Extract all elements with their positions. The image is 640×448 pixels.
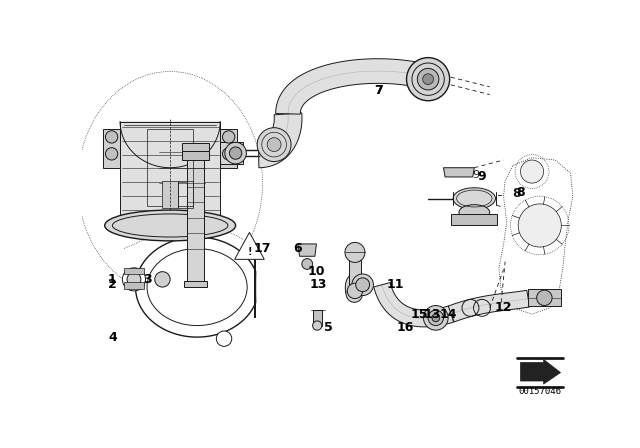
Circle shape [106,148,118,160]
Circle shape [230,147,242,159]
Text: 00157046: 00157046 [518,387,561,396]
Bar [124,268,144,274]
Text: 6: 6 [293,242,301,255]
Text: 4: 4 [108,331,116,344]
Circle shape [155,271,170,287]
Polygon shape [120,121,220,168]
Circle shape [216,331,232,346]
Bar [182,143,209,152]
Bar [182,151,209,160]
Text: 8: 8 [513,187,521,200]
Circle shape [225,142,246,164]
Bar [220,129,237,168]
Bar [349,260,361,291]
Circle shape [537,290,552,306]
Circle shape [127,272,141,286]
Bar [184,281,207,287]
Text: 13: 13 [424,307,442,320]
Polygon shape [346,273,368,302]
Text: 1: 1 [108,273,116,286]
Text: 5: 5 [324,321,332,334]
Text: 12: 12 [495,302,512,314]
Circle shape [223,148,235,160]
Polygon shape [298,244,316,256]
Circle shape [106,131,118,143]
Bar [120,121,220,222]
Polygon shape [444,168,474,177]
Bar [312,310,322,326]
Text: 16: 16 [396,321,413,334]
Text: 10: 10 [308,265,325,278]
Circle shape [422,74,433,85]
Circle shape [267,138,281,151]
Circle shape [520,160,543,183]
Circle shape [352,274,373,296]
Circle shape [348,283,363,299]
Text: 3: 3 [143,273,152,286]
Bar [187,148,204,287]
Ellipse shape [105,210,236,241]
Circle shape [122,268,145,291]
Bar [163,181,178,208]
Ellipse shape [453,188,495,209]
Circle shape [428,310,444,326]
Polygon shape [499,158,573,314]
Text: 9: 9 [472,170,479,181]
Text: 7: 7 [374,84,383,97]
Bar [451,214,497,225]
Bar [124,282,144,289]
Polygon shape [136,237,256,337]
Circle shape [312,321,322,330]
Circle shape [345,242,365,263]
Bar [103,129,120,168]
Text: 15: 15 [410,307,428,320]
Circle shape [432,314,440,322]
Polygon shape [448,290,529,322]
Bar [528,289,561,306]
Text: 13: 13 [309,278,326,291]
Text: 11: 11 [387,278,404,291]
Text: !: ! [247,247,252,257]
Text: 2: 2 [108,278,116,291]
Circle shape [356,278,369,292]
Text: 14: 14 [440,307,457,320]
Circle shape [223,131,235,143]
Polygon shape [520,359,561,384]
Bar [147,129,193,206]
Circle shape [257,128,291,162]
Text: 17: 17 [254,242,271,255]
Circle shape [424,306,448,330]
Bar [178,181,193,208]
Bar [220,142,243,164]
Text: 8: 8 [516,186,525,199]
Polygon shape [374,283,454,327]
Polygon shape [259,113,302,168]
Circle shape [302,258,312,269]
Text: 7: 7 [374,84,383,97]
Text: 9: 9 [477,170,486,184]
Polygon shape [276,59,423,114]
Circle shape [518,204,561,247]
Polygon shape [235,233,264,259]
Circle shape [406,58,450,101]
Ellipse shape [459,205,490,220]
Circle shape [417,69,439,90]
